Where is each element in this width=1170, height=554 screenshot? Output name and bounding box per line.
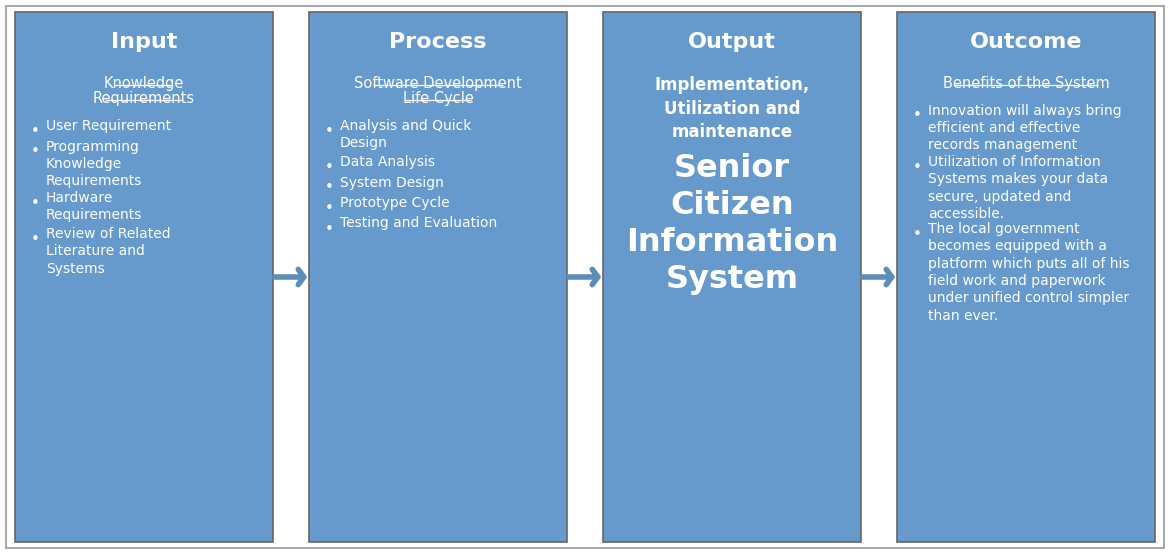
Text: •: •: [30, 232, 40, 247]
Text: Hardware
Requirements: Hardware Requirements: [46, 191, 143, 222]
Text: Life Cycle: Life Cycle: [402, 91, 474, 106]
Text: •: •: [913, 227, 922, 242]
Text: Knowledge: Knowledge: [104, 76, 184, 91]
Text: •: •: [913, 109, 922, 124]
Text: System Design: System Design: [340, 176, 443, 189]
Text: Analysis and Quick
Design: Analysis and Quick Design: [340, 119, 472, 150]
Text: •: •: [30, 196, 40, 211]
Text: Data Analysis: Data Analysis: [340, 155, 435, 169]
Text: The local government
becomes equipped with a
platform which puts all of his
fiel: The local government becomes equipped wi…: [928, 222, 1129, 322]
Text: Output: Output: [688, 32, 776, 52]
Text: Benefits of the System: Benefits of the System: [943, 76, 1109, 91]
Text: •: •: [325, 160, 333, 175]
Bar: [309, 12, 567, 542]
Text: Review of Related
Literature and
Systems: Review of Related Literature and Systems: [46, 227, 171, 275]
Text: •: •: [30, 124, 40, 139]
Text: •: •: [325, 181, 333, 196]
Text: User Requirement: User Requirement: [46, 119, 171, 133]
Text: •: •: [325, 222, 333, 237]
Text: Requirements: Requirements: [92, 91, 195, 106]
Text: Utilization of Information
Systems makes your data
secure, updated and
accessibl: Utilization of Information Systems makes…: [928, 155, 1108, 221]
Text: Prototype Cycle: Prototype Cycle: [340, 196, 449, 210]
Bar: [15, 12, 273, 542]
Text: •: •: [325, 124, 333, 139]
Text: Senior
Citizen
Information
System: Senior Citizen Information System: [626, 153, 838, 295]
Text: •: •: [325, 201, 333, 216]
Text: Programming
Knowledge
Requirements: Programming Knowledge Requirements: [46, 140, 143, 188]
Text: Outcome: Outcome: [970, 32, 1082, 52]
Text: Testing and Evaluation: Testing and Evaluation: [340, 217, 497, 230]
Text: Implementation,
Utilization and
maintenance: Implementation, Utilization and maintena…: [654, 76, 810, 141]
Text: •: •: [30, 145, 40, 160]
Text: Process: Process: [390, 32, 487, 52]
Text: Innovation will always bring
efficient and effective
records management: Innovation will always bring efficient a…: [928, 104, 1122, 152]
Text: Input: Input: [111, 32, 177, 52]
Text: Software Development: Software Development: [355, 76, 522, 91]
Bar: [603, 12, 861, 542]
Text: •: •: [913, 160, 922, 175]
Bar: [897, 12, 1155, 542]
